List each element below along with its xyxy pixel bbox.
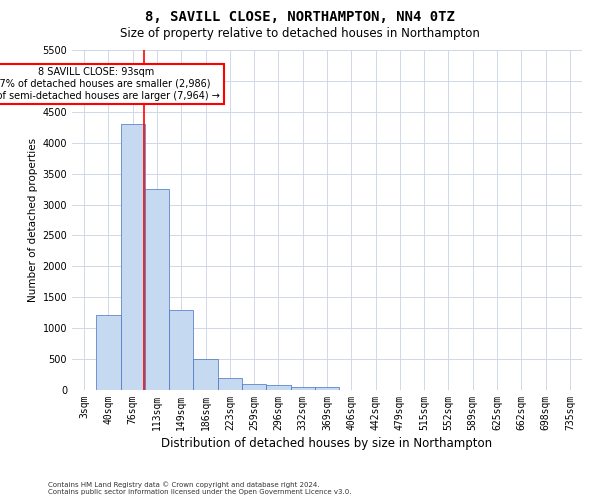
Text: Size of property relative to detached houses in Northampton: Size of property relative to detached ho… [120, 28, 480, 40]
Text: 8 SAVILL CLOSE: 93sqm
← 27% of detached houses are smaller (2,986)
73% of semi-d: 8 SAVILL CLOSE: 93sqm ← 27% of detached … [0, 68, 220, 100]
Bar [218, 378, 242, 390]
Text: Contains public sector information licensed under the Open Government Licence v3: Contains public sector information licen… [48, 489, 352, 495]
Bar [290, 387, 315, 390]
Bar [121, 124, 145, 390]
Bar [169, 310, 193, 390]
Y-axis label: Number of detached properties: Number of detached properties [28, 138, 38, 302]
Bar [315, 387, 339, 390]
Bar [266, 386, 290, 390]
Bar [193, 359, 218, 390]
Text: Contains HM Land Registry data © Crown copyright and database right 2024.: Contains HM Land Registry data © Crown c… [48, 481, 320, 488]
X-axis label: Distribution of detached houses by size in Northampton: Distribution of detached houses by size … [161, 437, 493, 450]
Bar [145, 189, 169, 390]
Bar [242, 384, 266, 390]
Text: 8, SAVILL CLOSE, NORTHAMPTON, NN4 0TZ: 8, SAVILL CLOSE, NORTHAMPTON, NN4 0TZ [145, 10, 455, 24]
Bar [96, 314, 121, 390]
